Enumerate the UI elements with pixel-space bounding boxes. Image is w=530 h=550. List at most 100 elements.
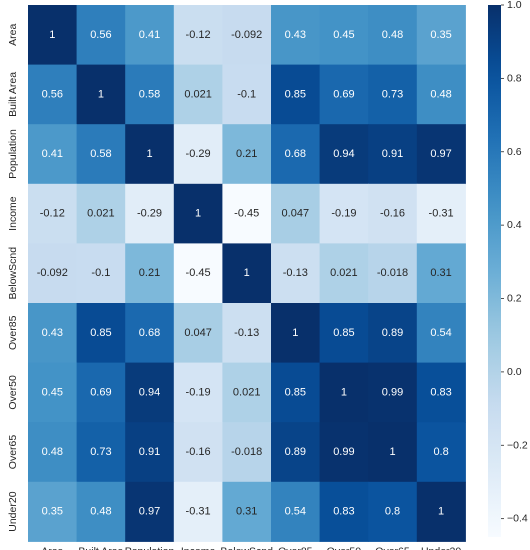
cell-value-label: 0.021 bbox=[87, 208, 115, 220]
heatmap-cell bbox=[319, 64, 369, 125]
heatmap-cell bbox=[222, 422, 272, 483]
heatmap-cell bbox=[416, 362, 466, 423]
cell-value-label: 0.047 bbox=[184, 327, 212, 339]
cell-value-label: 0.83 bbox=[333, 506, 354, 518]
cell-value-label: 0.45 bbox=[333, 29, 354, 41]
cell-value-label: -0.31 bbox=[186, 506, 211, 518]
cell-value-label: 0.58 bbox=[90, 148, 111, 160]
cell-value-label: 0.41 bbox=[42, 148, 63, 160]
cell-value-label: 0.35 bbox=[430, 29, 451, 41]
heatmap-cell bbox=[368, 64, 418, 125]
heatmap-cell bbox=[125, 303, 175, 364]
y-tick-label: BelowScnd bbox=[7, 247, 19, 300]
heatmap-cell bbox=[319, 303, 369, 364]
cell-value-label: 1 bbox=[341, 386, 347, 398]
colorbar-tick-label: 0.2 bbox=[507, 293, 522, 305]
heatmap-cell bbox=[76, 481, 126, 542]
cell-value-label: -0.19 bbox=[186, 386, 211, 398]
heatmap-cell bbox=[28, 64, 78, 125]
x-tick-label: Population bbox=[125, 545, 175, 550]
heatmap-cell bbox=[173, 303, 223, 364]
cell-value-label: 0.8 bbox=[433, 446, 448, 458]
cell-value-label: 1 bbox=[49, 29, 55, 41]
cell-value-label: 0.56 bbox=[42, 88, 63, 100]
cell-value-label: 0.68 bbox=[139, 327, 160, 339]
heatmap-cell bbox=[368, 422, 418, 483]
heatmap-cell bbox=[416, 183, 466, 244]
cell-value-label: 0.94 bbox=[139, 386, 160, 398]
cell-value-label: 0.48 bbox=[42, 446, 63, 458]
cell-value-label: 0.94 bbox=[333, 148, 354, 160]
heatmap-cell bbox=[319, 481, 369, 542]
heatmap-cell bbox=[173, 64, 223, 125]
heatmap-cell bbox=[173, 243, 223, 304]
cell-value-label: 0.91 bbox=[139, 446, 160, 458]
cell-value-label: 0.97 bbox=[430, 148, 451, 160]
heatmap-cell bbox=[271, 64, 321, 125]
y-tick-label: Over50 bbox=[7, 375, 19, 410]
heatmap-cell bbox=[368, 183, 418, 244]
cell-value-label: 0.35 bbox=[42, 506, 63, 518]
cell-value-label: 0.8 bbox=[385, 506, 400, 518]
cell-value-label: -0.13 bbox=[283, 267, 308, 279]
cell-value-label: 0.97 bbox=[139, 506, 160, 518]
heatmap-cell bbox=[173, 422, 223, 483]
heatmap-cell bbox=[125, 422, 175, 483]
cell-value-label: 0.45 bbox=[42, 386, 63, 398]
heatmap-cell bbox=[125, 243, 175, 304]
heatmap-cell bbox=[368, 481, 418, 542]
heatmap-cell bbox=[368, 362, 418, 423]
y-tick-label: Over65 bbox=[7, 435, 19, 470]
heatmap-cell bbox=[368, 303, 418, 364]
heatmap-cell bbox=[28, 243, 78, 304]
heatmap-cell bbox=[28, 481, 78, 542]
heatmap-cell bbox=[28, 183, 78, 244]
heatmap-cell bbox=[125, 124, 175, 185]
cell-value-label: -0.31 bbox=[429, 208, 454, 220]
x-tick-label: Under20 bbox=[421, 545, 461, 550]
cell-value-label: 0.83 bbox=[430, 386, 451, 398]
heatmap-cell bbox=[368, 5, 418, 66]
heatmap-cell bbox=[271, 303, 321, 364]
cell-value-label: 0.85 bbox=[285, 88, 306, 100]
cell-value-label: 0.021 bbox=[184, 88, 212, 100]
x-tick-label: Over50 bbox=[327, 545, 362, 550]
cell-value-label: 0.41 bbox=[139, 29, 160, 41]
cell-value-label: 0.56 bbox=[90, 29, 111, 41]
colorbar bbox=[488, 5, 501, 537]
heatmap-cell bbox=[76, 183, 126, 244]
cell-value-label: 1 bbox=[195, 208, 201, 220]
heatmap-cell bbox=[416, 5, 466, 66]
cell-value-label: -0.092 bbox=[231, 29, 262, 41]
heatmap-cell bbox=[319, 243, 369, 304]
cell-value-label: -0.018 bbox=[231, 446, 262, 458]
heatmap-cell bbox=[271, 481, 321, 542]
colorbar-tick-label: 0.4 bbox=[507, 219, 522, 231]
heatmap-cell bbox=[173, 5, 223, 66]
heatmap-cell bbox=[416, 124, 466, 185]
cell-value-label: 0.31 bbox=[236, 506, 257, 518]
heatmap-cell bbox=[125, 5, 175, 66]
heatmap-cell bbox=[368, 124, 418, 185]
heatmap-cell bbox=[222, 303, 272, 364]
heatmap-cell bbox=[319, 183, 369, 244]
heatmap-cell bbox=[222, 481, 272, 542]
y-tick-label: Population bbox=[7, 129, 19, 179]
heatmap-cell bbox=[368, 243, 418, 304]
y-tick-label: Area bbox=[7, 24, 19, 46]
cell-value-label: 0.21 bbox=[236, 148, 257, 160]
colorbar-tick-label: 0.0 bbox=[507, 366, 522, 378]
colorbar-tick-label: 0.8 bbox=[507, 72, 522, 84]
heatmap-cell bbox=[416, 243, 466, 304]
cell-value-label: -0.16 bbox=[186, 446, 211, 458]
cell-value-label: 0.73 bbox=[382, 88, 403, 100]
heatmap-cell bbox=[222, 362, 272, 423]
colorbar-tick-label: −0.4 bbox=[507, 513, 528, 525]
cell-value-label: 0.021 bbox=[233, 386, 261, 398]
heatmap-cell bbox=[222, 64, 272, 125]
cell-value-label: 1 bbox=[438, 506, 444, 518]
cell-value-label: 1 bbox=[146, 148, 152, 160]
heatmap-cell bbox=[76, 64, 126, 125]
heatmap-cell bbox=[76, 243, 126, 304]
cell-value-label: 0.99 bbox=[333, 446, 354, 458]
